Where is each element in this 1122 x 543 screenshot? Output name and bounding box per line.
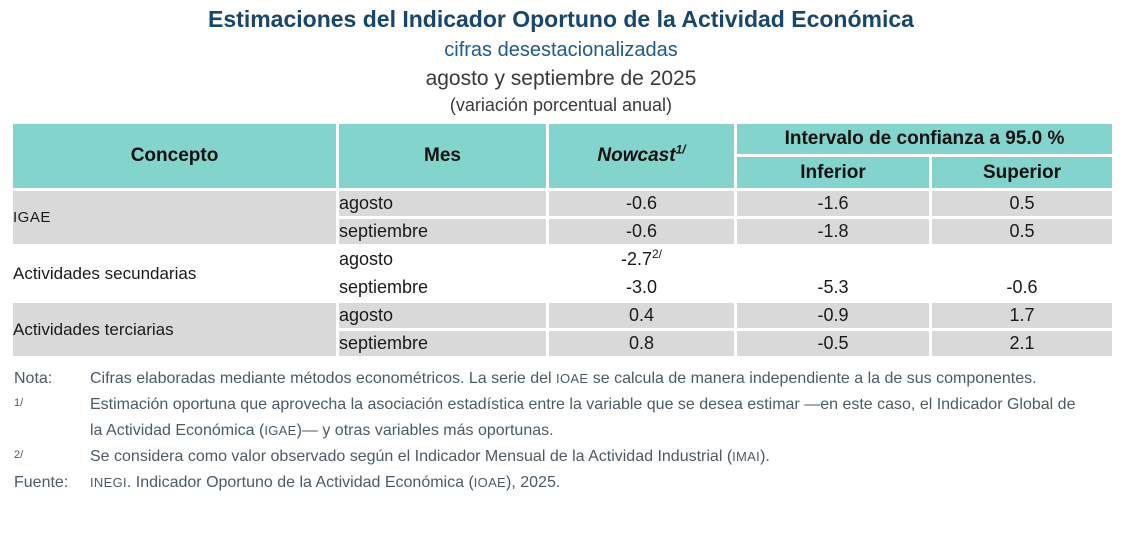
note-segment: Cifras elaboradas mediante métodos econo… (90, 370, 557, 387)
cell-nowcast: -0.6 (546, 188, 737, 219)
nowcast-value: -2.7 (620, 249, 652, 269)
note-text-1: Estimación oportuna que aprovecha la aso… (90, 392, 1090, 444)
row-terciarias-septiembre: septiembre 0.8 -0.5 2.1 (12, 328, 1116, 359)
subtitle-variation: (variación porcentual anual) (449, 95, 673, 115)
page-title: Estimaciones del Indicador Oportuno de l… (208, 6, 914, 32)
row-igae-septiembre: septiembre -0.6 -1.8 0.5 (12, 216, 1116, 247)
note-segment: Se considera como valor observado según … (90, 448, 733, 465)
subtitle-seasonal: cifras desestacionalizadas (444, 39, 678, 61)
header-row-top: Concepto Mes Nowcast1/ Intervalo de conf… (10, 121, 1116, 191)
cell-inferior: -1.6 (734, 188, 932, 219)
cell-inferior: -0.9 (734, 300, 932, 331)
row-terciarias-agosto: Actividades terciarias agosto 0.4 -0.9 1… (10, 300, 1116, 359)
cell-superior (928, 244, 1116, 275)
cell-nowcast: 0.8 (546, 328, 737, 359)
col-header-nowcast: Nowcast1/ (546, 121, 737, 191)
cell-superior: 0.5 (928, 188, 1116, 219)
cell-concepto-igae: IGAE (10, 188, 339, 247)
cell-mes: septiembre (336, 272, 549, 303)
subtitle-period: agosto y septiembre de 2025 (425, 67, 697, 90)
note-fuente: Fuente: INEGI. Indicador Oportuno de la … (14, 470, 1108, 496)
col-header-interval: Intervalo de confianza a 95.0 % (733, 121, 1116, 157)
cell-inferior: -5.3 (734, 272, 932, 303)
row-igae-agosto: IGAE agosto -0.6 -1.6 0.5 (10, 188, 1116, 247)
note-segment: se calcula de manera independiente a la … (588, 370, 1037, 387)
cell-inferior: -1.8 (734, 216, 932, 247)
title-block: Estimaciones del Indicador Oportuno de l… (0, 0, 1122, 116)
row-secundarias-septiembre: septiembre -3.0 -5.3 -0.6 (12, 272, 1116, 303)
cell-inferior: -0.5 (734, 328, 932, 359)
note-label-fuente: Fuente: (14, 474, 69, 491)
cell-mes: septiembre (336, 216, 549, 247)
col-header-mes: Mes (336, 121, 549, 191)
cell-nowcast: -3.0 (546, 272, 737, 303)
cell-nowcast: 0.4 (546, 300, 737, 331)
note-segment: )— y otras variables más oportunas. (296, 422, 554, 439)
footnote-marker-2: 2/ (652, 247, 663, 261)
note-footnote-1: 1/ Estimación oportuna que aprovecha la … (14, 392, 1108, 444)
cell-mes: septiembre (336, 328, 549, 359)
note-label-2: 2/ (14, 449, 24, 461)
acronym: IOAE (473, 475, 507, 490)
note-label-nota: Nota: (14, 370, 53, 387)
table-header: Concepto Mes Nowcast1/ Intervalo de conf… (10, 121, 1116, 191)
note-nota: Nota: Cifras elaboradas mediante métodos… (14, 366, 1108, 392)
note-label-1: 1/ (14, 397, 24, 409)
cell-superior: 0.5 (928, 216, 1116, 247)
note-footnote-2: 2/ Se considera como valor observado seg… (14, 444, 1108, 470)
note-text-nota: Cifras elaboradas mediante métodos econo… (90, 366, 1090, 392)
acronym: IGAE (264, 423, 297, 438)
cell-concepto-terciarias: Actividades terciarias (10, 300, 339, 359)
estimates-table: Concepto Mes Nowcast1/ Intervalo de conf… (10, 121, 1116, 359)
footnote-marker-1: 1/ (675, 142, 686, 157)
notes-block: Nota: Cifras elaboradas mediante métodos… (14, 366, 1108, 496)
row-secundarias-agosto: Actividades secundarias agosto -2.72/ (10, 244, 1116, 303)
col-header-superior: Superior (928, 154, 1116, 191)
acronym: IOAE (556, 371, 589, 386)
acronym: IMAI (732, 449, 761, 464)
note-segment: ). (760, 448, 770, 465)
note-segment: ), 2025. (506, 474, 561, 491)
note-text-2: Se considera como valor observado según … (90, 444, 1090, 470)
cell-mes: agosto (336, 244, 549, 275)
cell-mes: agosto (336, 188, 549, 219)
cell-inferior (734, 244, 932, 275)
nowcast-label: Nowcast (597, 145, 676, 166)
col-header-inferior: Inferior (734, 154, 932, 191)
cell-mes: agosto (336, 300, 549, 331)
cell-superior: 1.7 (928, 300, 1116, 331)
table-body: IGAE agosto -0.6 -1.6 0.5 septiembre -0.… (10, 188, 1116, 359)
note-text-fuente: INEGI. Indicador Oportuno de la Activida… (90, 470, 1090, 496)
cell-concepto-secundarias: Actividades secundarias (10, 244, 339, 303)
cell-superior: -0.6 (928, 272, 1116, 303)
cell-nowcast: -2.72/ (546, 244, 737, 275)
cell-superior: 2.1 (928, 328, 1116, 359)
acronym: INEGI (90, 475, 127, 490)
col-header-concepto: Concepto (10, 121, 339, 191)
header-row-sub: Inferior Superior (12, 154, 1116, 191)
cell-nowcast: -0.6 (546, 216, 737, 247)
note-segment: Estimación oportuna que aprovecha la aso… (90, 396, 1076, 439)
note-segment: . Indicador Oportuno de la Actividad Eco… (126, 474, 474, 491)
